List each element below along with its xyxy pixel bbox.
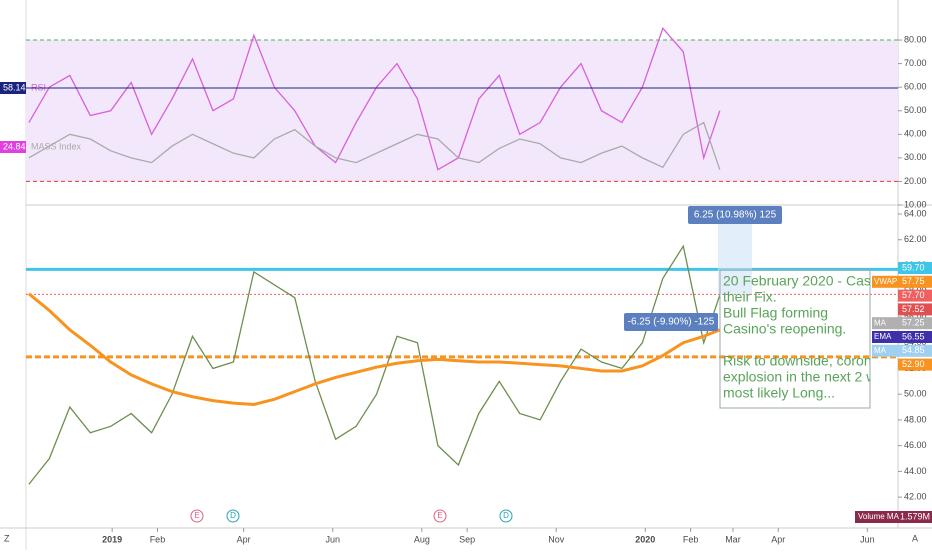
event-marker — [499, 509, 513, 523]
price-badge-label-bg — [872, 275, 898, 288]
volume-label: Volume MA — [858, 512, 900, 521]
y-tick-label: 64.00 — [904, 208, 927, 218]
price-badge-value: 57.52 — [902, 304, 925, 314]
price-badge-label-bg — [872, 331, 898, 343]
event-marker — [433, 509, 447, 523]
price-badge-label: EMA — [874, 332, 892, 341]
price-badge-label: VWAP — [874, 277, 897, 286]
y-tick-label: 46.00 — [904, 440, 927, 450]
price-badge-value: 57.75 — [902, 276, 925, 286]
x-tick-label: 2020 — [635, 534, 655, 544]
series-line — [28, 27, 721, 171]
measure-box-bg — [624, 313, 718, 331]
y-tick-label: 50.00 — [904, 389, 927, 399]
legend-entry: MASS Index — [31, 141, 82, 151]
note-frame — [719, 269, 871, 409]
event-label: E — [437, 511, 442, 520]
measure-area — [718, 224, 752, 294]
x-tick-label: Jun — [860, 534, 875, 544]
price-badge-value: 54.85 — [902, 345, 925, 355]
price-badge-bg — [898, 262, 932, 274]
note-line: 20 February 2020 - Casino — [723, 273, 890, 289]
measure-box-bg — [688, 206, 782, 224]
x-tick-label: Aug — [414, 534, 430, 544]
x-tick-label: Apr — [771, 534, 785, 544]
badge-value: 24.84 — [3, 141, 26, 151]
x-tick-label: Jun — [325, 534, 340, 544]
price-badge-bg — [898, 331, 932, 343]
price-badge-bg — [898, 358, 932, 371]
y-tick-label: 30.00 — [904, 152, 927, 162]
x-tick-label: Apr — [237, 534, 251, 544]
zoom-button[interactable]: Z — [4, 533, 10, 543]
price-badge-value: 56.55 — [902, 331, 925, 341]
series-line — [27, 292, 721, 406]
y-tick-label: 48.00 — [904, 414, 927, 424]
badge-bg — [0, 82, 26, 94]
x-tick-label: Sep — [459, 534, 475, 544]
y-tick-label: 40.00 — [904, 129, 927, 139]
y-tick-label: 10.00 — [904, 199, 927, 209]
price-badge-value: 57.25 — [902, 318, 925, 328]
note-line: Casino's reopening. — [723, 321, 846, 337]
badge-value: 58.14 — [3, 82, 26, 92]
y-tick-label: 70.00 — [904, 58, 927, 68]
price-badge-label: MA — [874, 346, 887, 355]
rsi-band — [26, 40, 898, 182]
note-line: most likely Long... — [723, 385, 835, 401]
note-line: Bull Flag forming — [723, 305, 828, 321]
volume-value: 1.579M — [900, 511, 930, 521]
price-badge-value: 57.70 — [902, 290, 925, 300]
x-tick-label: 2019 — [102, 534, 122, 544]
price-badge-value: 52.90 — [902, 359, 925, 369]
y-tick-label: 44.00 — [904, 466, 927, 476]
y-tick-label: 60.00 — [904, 82, 927, 92]
price-badge-value: 59.70 — [902, 262, 925, 272]
price-badge-label-bg — [872, 344, 898, 357]
x-tick-label: Nov — [548, 534, 565, 544]
x-tick-label: Feb — [683, 534, 699, 544]
series-line — [28, 244, 721, 485]
note-line: their Fix. — [723, 289, 777, 305]
price-badge-label-bg — [872, 317, 898, 330]
auto-button[interactable]: A — [912, 533, 918, 543]
y-tick-label: 62.00 — [904, 234, 927, 244]
x-tick-label: Mar — [725, 534, 741, 544]
y-tick-label: 20.00 — [904, 176, 927, 186]
event-label: E — [194, 511, 199, 520]
event-label: D — [230, 511, 236, 520]
price-badge-bg — [898, 289, 932, 302]
event-marker — [190, 509, 204, 523]
price-badge-bg — [898, 317, 932, 330]
price-badge-bg — [898, 303, 932, 316]
legend-entry: RSI — [31, 82, 46, 92]
event-label: D — [503, 511, 509, 520]
note-line: explosion in the next 2 we — [723, 369, 884, 385]
price-badge-bg — [898, 344, 932, 357]
series-line — [28, 121, 721, 170]
price-badge-label: MA — [874, 318, 887, 327]
event-marker — [226, 509, 240, 523]
measure-label: -6.25 (-9.90%) -125 — [628, 317, 715, 328]
y-tick-label: 56.00 — [904, 311, 927, 321]
volume-badge-bg — [855, 511, 932, 523]
y-tick-label: 50.00 — [904, 105, 927, 115]
y-tick-label: 80.00 — [904, 34, 927, 44]
y-tick-label: 42.00 — [904, 491, 927, 501]
badge-bg — [0, 141, 26, 153]
x-tick-label: Feb — [150, 534, 166, 544]
note-line: Risk to downside, coronavir — [723, 353, 895, 369]
measure-label: 6.25 (10.98%) 125 — [694, 210, 777, 221]
price-badge-bg — [898, 275, 932, 288]
